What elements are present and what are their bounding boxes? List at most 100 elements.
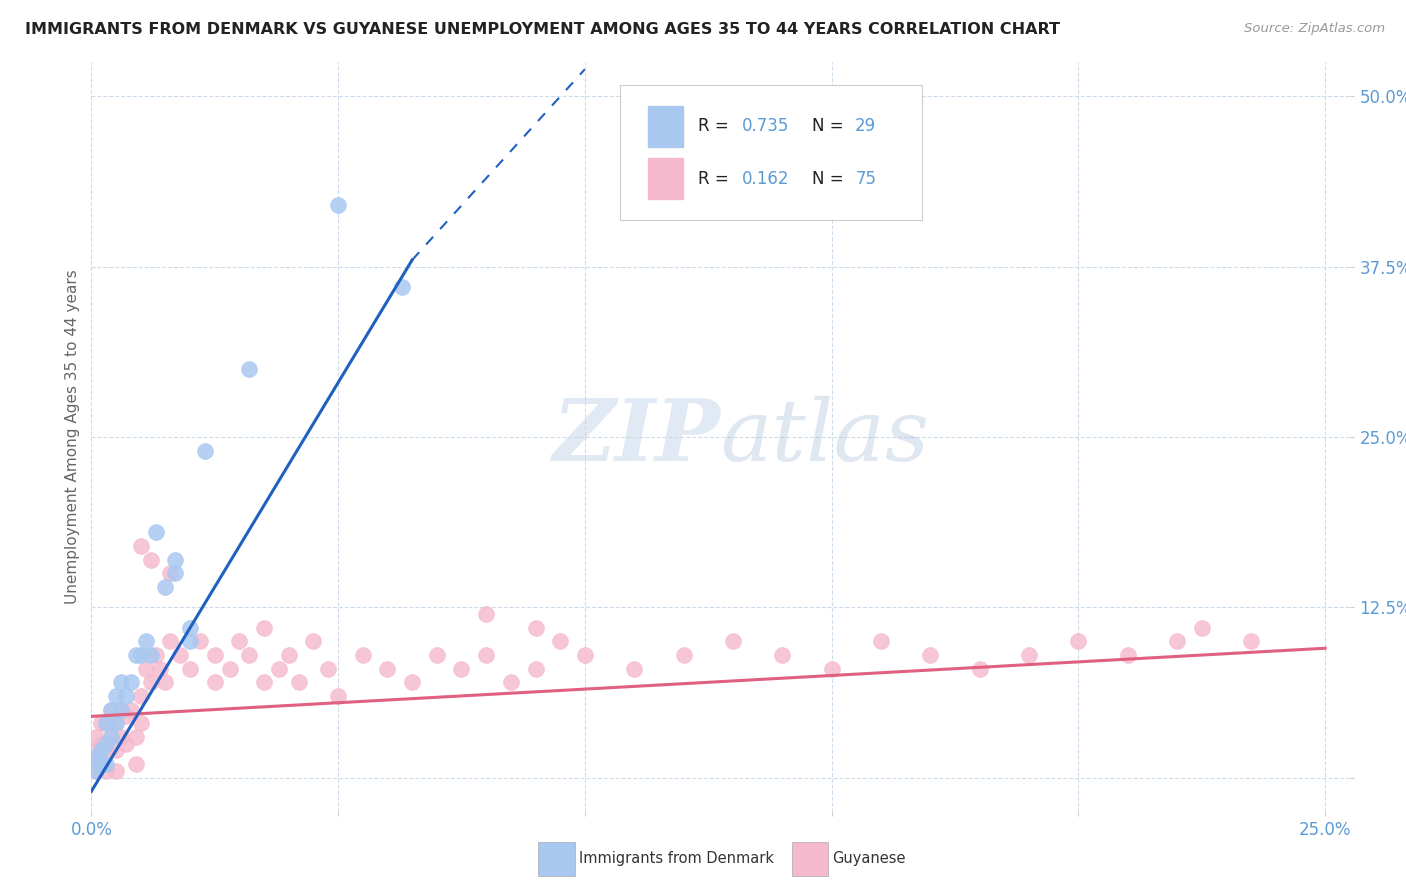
Point [326,198,349,212]
Point [450,662,472,676]
FancyBboxPatch shape [620,85,922,219]
Point [194,443,217,458]
Point [287,675,309,690]
Point [115,737,138,751]
Point [90,737,112,751]
Point [188,634,211,648]
Point [86,764,108,778]
Text: 29: 29 [855,117,876,135]
Point [90,757,112,772]
Point [377,662,399,676]
Point [135,634,157,648]
Point [105,764,128,778]
Point [870,634,893,648]
Point [129,648,152,662]
Point [96,764,118,778]
Point [105,689,128,703]
Text: N =: N = [813,117,849,135]
Point [159,566,181,581]
Point [125,730,148,744]
Point [100,702,122,716]
Point [1067,634,1090,648]
Point [238,362,260,376]
Point [90,743,112,757]
Point [145,648,167,662]
Point [820,662,842,676]
Point [125,648,148,662]
Text: Source: ZipAtlas.com: Source: ZipAtlas.com [1244,22,1385,36]
Point [145,525,167,540]
Text: Guyanese: Guyanese [832,851,905,865]
Point [110,702,132,716]
Point [105,716,128,731]
Bar [648,105,683,147]
Point [115,709,138,723]
Point [86,764,108,778]
Point [135,662,157,676]
Point [218,662,240,676]
Point [475,607,498,622]
Point [524,621,547,635]
Y-axis label: Unemployment Among Ages 35 to 44 years: Unemployment Among Ages 35 to 44 years [65,269,80,605]
Point [155,580,177,594]
Point [548,634,571,648]
Point [110,730,132,744]
Point [159,634,181,648]
Point [169,648,191,662]
Point [129,689,152,703]
Point [139,648,162,662]
Point [238,648,260,662]
Point [125,757,148,772]
Point [110,702,132,716]
Point [96,737,118,751]
Point [86,750,108,764]
Point [96,743,118,757]
Point [623,662,645,676]
Point [129,539,152,553]
Point [253,621,276,635]
Point [86,750,108,764]
Point [155,675,177,690]
Point [96,757,118,772]
Point [105,716,128,731]
Text: N =: N = [813,169,849,187]
Point [228,634,250,648]
Text: 0.162: 0.162 [742,169,789,187]
Point [920,648,942,662]
Point [426,648,449,662]
Point [277,648,299,662]
Point [302,634,325,648]
Text: 0.735: 0.735 [742,117,789,135]
Text: Immigrants from Denmark: Immigrants from Denmark [579,851,775,865]
Point [475,648,498,662]
Point [165,552,187,566]
Point [524,662,547,676]
Point [100,730,122,744]
Point [352,648,374,662]
Point [574,648,596,662]
Point [86,730,108,744]
Point [326,689,349,703]
Point [90,757,112,772]
Point [770,648,793,662]
Point [129,716,152,731]
Point [1240,634,1263,648]
Text: R =: R = [697,117,734,135]
Point [672,648,695,662]
Point [115,689,138,703]
Point [253,675,276,690]
Point [120,675,142,690]
Point [179,621,201,635]
Point [267,662,290,676]
Point [401,675,423,690]
Point [179,634,201,648]
Point [90,716,112,731]
Point [1116,648,1139,662]
Point [721,634,744,648]
Point [1191,621,1213,635]
Point [149,662,172,676]
Point [105,743,128,757]
Text: R =: R = [697,169,734,187]
Point [120,702,142,716]
Bar [648,158,683,199]
